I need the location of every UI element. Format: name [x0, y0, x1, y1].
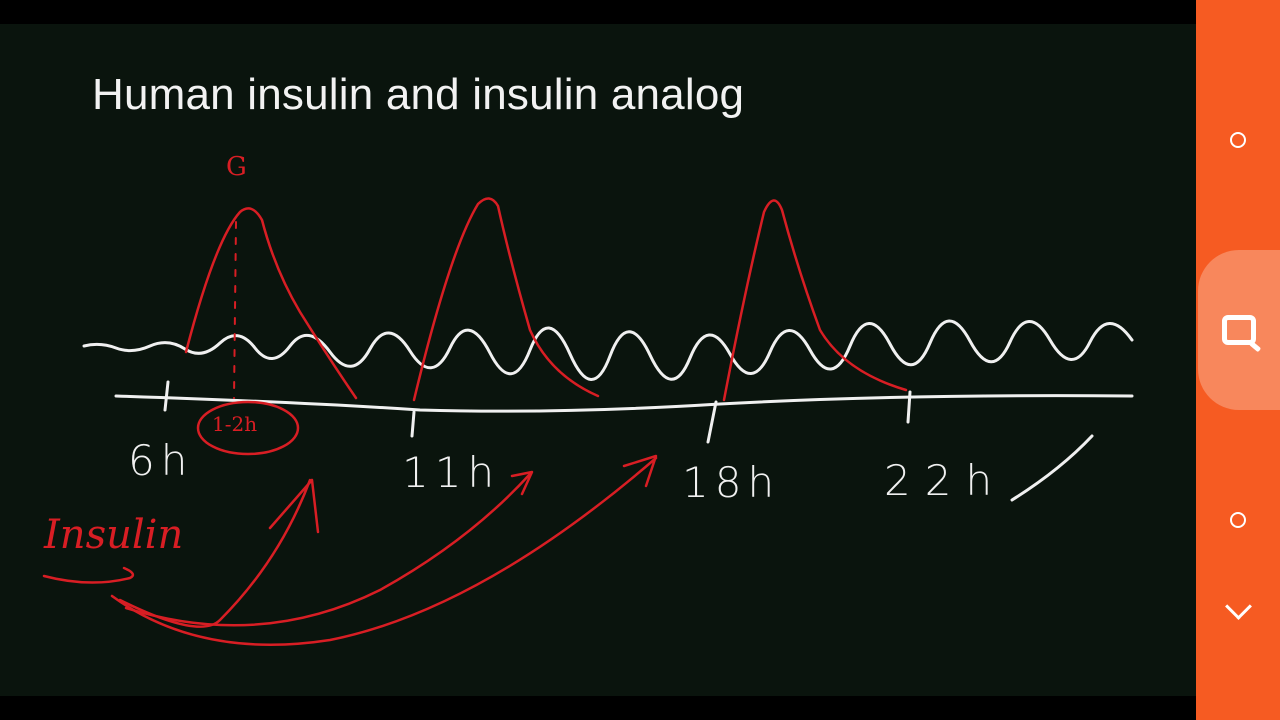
video-player[interactable]: Human insulin and insulin analog G 1-2h … — [0, 0, 1196, 720]
top-control-button[interactable] — [1196, 120, 1280, 160]
basal-level-line — [82, 319, 1134, 381]
duration-note: 1-2h — [212, 412, 258, 436]
arrow-head-6h — [268, 478, 320, 534]
arrow-to-18h — [110, 456, 658, 646]
small-circle-icon — [1230, 512, 1246, 528]
arrow-head-18h — [622, 454, 658, 488]
chevron-down-icon — [1224, 592, 1252, 620]
glucose-peak-3 — [722, 199, 908, 402]
search-button[interactable] — [1198, 250, 1280, 410]
lower-control-button[interactable] — [1196, 500, 1280, 540]
peak-dashed-line — [233, 221, 237, 399]
tick-18h — [706, 400, 718, 444]
tick-6h — [163, 380, 170, 412]
arrow-to-11h — [124, 472, 532, 627]
slide-title: Human insulin and insulin analog — [92, 70, 745, 119]
time-label-18h: 18h — [682, 458, 781, 507]
tick-22h — [906, 390, 912, 424]
floating-control-bar — [1196, 0, 1280, 720]
arrow-head-11h — [510, 470, 534, 496]
tick-11h — [410, 410, 416, 438]
trailing-stroke — [1010, 434, 1094, 502]
small-circle-icon — [1230, 132, 1246, 148]
time-label-22h: 22h — [884, 456, 1007, 505]
handwritten-sketch — [42, 197, 1134, 646]
arrow-to-6h — [118, 478, 312, 628]
glucose-peak-2 — [412, 197, 600, 402]
time-label-11h: 11h — [402, 448, 501, 497]
time-axis — [114, 394, 1134, 413]
time-label-6h: 6h — [128, 436, 194, 485]
insulin-label: Insulin — [44, 512, 184, 558]
duration-circle — [196, 400, 300, 456]
collapse-button[interactable] — [1196, 588, 1280, 632]
glucose-peak-1 — [184, 207, 358, 400]
search-icon — [1222, 315, 1256, 345]
glucose-marker: G — [226, 152, 247, 182]
insulin-underline — [42, 566, 135, 584]
